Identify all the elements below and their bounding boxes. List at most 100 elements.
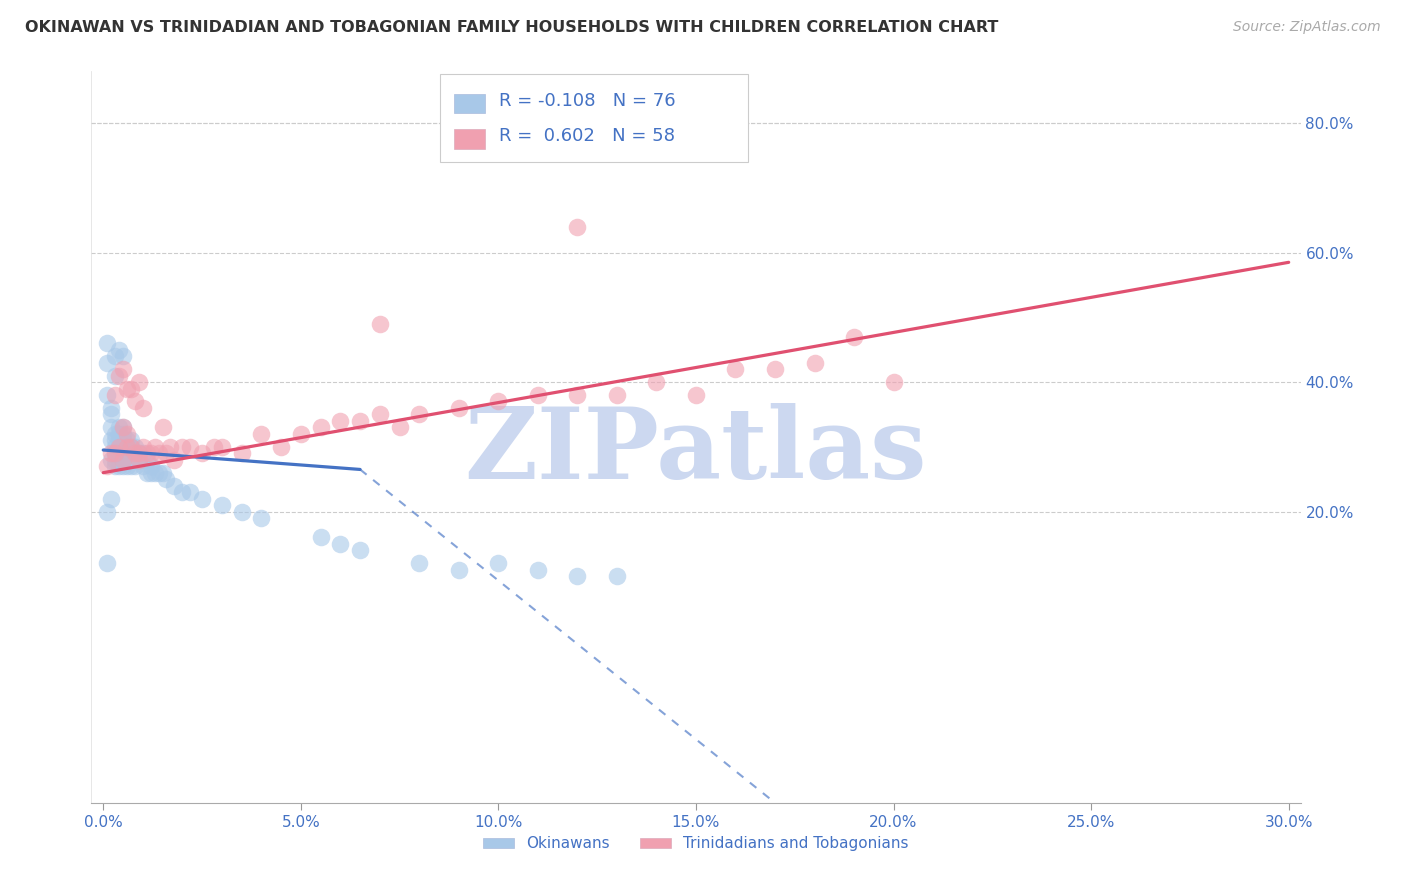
Point (148, 466, 170, 480)
Point (108, 420, 131, 434)
Point (155, 472, 177, 486)
Point (108, 440, 131, 454)
Point (148, 446, 170, 460)
Point (250, 426, 273, 441)
Point (100, 434, 122, 448)
Point (120, 382, 142, 396)
Text: R = -0.108   N = 76: R = -0.108 N = 76 (499, 92, 676, 110)
Point (309, 420, 332, 434)
Text: OKINAWAN VS TRINIDADIAN AND TOBAGONIAN FAMILY HOUSEHOLDS WITH CHILDREN CORRELATI: OKINAWAN VS TRINIDADIAN AND TOBAGONIAN F… (25, 20, 998, 35)
Point (179, 440, 201, 454)
Point (111, 459, 134, 474)
Point (202, 440, 225, 454)
Point (115, 440, 138, 454)
Point (724, 362, 747, 376)
Point (883, 375, 905, 389)
Point (96, 459, 118, 474)
Point (191, 491, 214, 506)
Point (132, 401, 155, 415)
Point (408, 408, 430, 422)
Point (124, 440, 146, 454)
Point (115, 459, 138, 474)
Point (120, 434, 142, 448)
Point (132, 446, 155, 460)
Point (527, 563, 550, 577)
Point (120, 440, 142, 454)
Point (159, 440, 181, 454)
Point (250, 511, 273, 525)
Point (567, 388, 589, 402)
Point (100, 408, 122, 422)
Point (128, 375, 150, 389)
Point (155, 446, 177, 460)
Point (763, 362, 786, 376)
Point (100, 452, 122, 467)
Point (96, 557, 118, 571)
Point (163, 452, 186, 467)
Point (108, 426, 131, 441)
Point (96, 336, 118, 351)
Point (567, 569, 589, 583)
Point (108, 368, 131, 383)
Point (349, 414, 371, 428)
Point (309, 530, 332, 544)
Point (115, 446, 138, 460)
Point (115, 440, 138, 454)
Point (128, 446, 150, 460)
Point (100, 491, 122, 506)
Point (368, 408, 391, 422)
Point (329, 537, 352, 551)
Point (270, 440, 292, 454)
Point (685, 388, 707, 402)
Point (368, 317, 391, 331)
Text: Source: ZipAtlas.com: Source: ZipAtlas.com (1233, 20, 1381, 34)
Point (231, 446, 253, 460)
Point (120, 446, 142, 460)
Point (135, 446, 157, 460)
Point (115, 426, 138, 441)
Text: R =  0.602   N = 58: R = 0.602 N = 58 (499, 128, 675, 145)
Point (139, 459, 162, 474)
Point (486, 557, 509, 571)
Point (104, 434, 127, 448)
Point (108, 440, 131, 454)
Point (104, 440, 127, 454)
Point (100, 420, 122, 434)
Point (100, 446, 122, 460)
Point (135, 452, 157, 467)
Point (128, 452, 150, 467)
Point (104, 446, 127, 460)
Point (104, 426, 127, 441)
Point (124, 394, 146, 409)
Point (842, 330, 865, 344)
Point (179, 485, 201, 500)
Point (152, 420, 174, 434)
Point (104, 446, 127, 460)
Point (143, 466, 166, 480)
Point (108, 446, 131, 460)
Point (120, 459, 142, 474)
Point (447, 401, 470, 415)
Point (104, 368, 127, 383)
Point (803, 356, 825, 370)
Point (104, 349, 127, 363)
Point (606, 569, 628, 583)
Point (108, 452, 131, 467)
Point (111, 434, 134, 448)
Point (567, 219, 589, 234)
Point (447, 563, 470, 577)
Point (124, 446, 146, 460)
Point (139, 466, 162, 480)
Point (111, 440, 134, 454)
Point (211, 498, 233, 512)
Point (115, 434, 138, 448)
Legend: Okinawans, Trinidadians and Tobagonians: Okinawans, Trinidadians and Tobagonians (477, 830, 915, 857)
Point (527, 388, 550, 402)
Point (388, 420, 411, 434)
Point (486, 394, 509, 409)
Point (104, 388, 127, 402)
Point (408, 557, 430, 571)
Point (96, 388, 118, 402)
Point (231, 504, 253, 518)
Point (132, 459, 155, 474)
